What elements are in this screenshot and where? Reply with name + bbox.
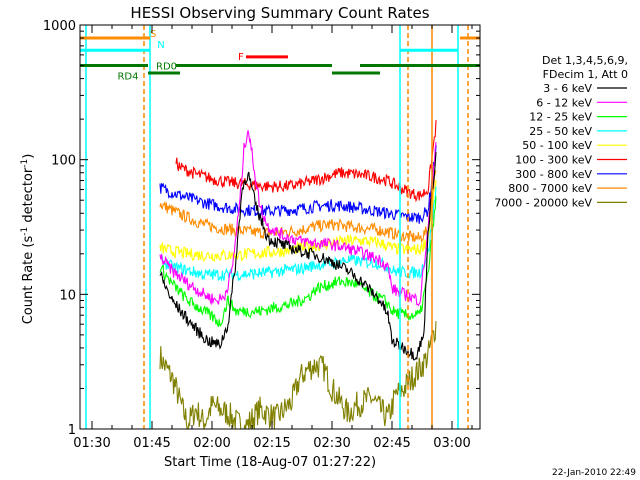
y-tick-label-10: 10 [59,288,76,303]
y-axis-label-end: ) [21,154,36,159]
generation-timestamp: 22-Jan-2010 22:49 [552,468,636,478]
series-line-12-25-kev [159,196,437,328]
legend-label-6-12-kev: 6 - 12 keV [536,96,592,109]
series-line-50-100-kev [159,180,437,263]
x-tick-label-02-45: 02:45 [373,436,410,451]
flag-label-rd0: RD0 [156,62,177,73]
y-axis-label-sup2: -1 [20,159,30,168]
series-line-3-6-kev [159,152,437,361]
chart-title: HESSI Observing Summary Count Rates [130,4,429,22]
y-axis-label-main: Count Rate (s [21,236,36,325]
legend-header-decimation: FDecim 1, Att 0 [543,68,628,81]
x-tick-label-03-00: 03:00 [433,436,470,451]
x-axis-label: Start Time (18-Aug-07 01:27:22) [164,455,376,470]
plot-area [80,25,480,429]
flag-label-f: F [238,52,244,63]
x-tick-label-02-15: 02:15 [253,436,290,451]
series-line-6-12-kev [159,130,437,307]
y-axis-label-sup1: -1 [20,227,30,236]
series-line-800-7000-kev [159,170,437,244]
y-axis-label: Count Rate (s-1 detector-1) [20,154,36,325]
legend-label-800-7000-kev: 800 - 7000 keV [508,182,592,195]
legend-label-50-100-kev: 50 - 100 keV [522,139,592,152]
x-tick-label-01-30: 01:30 [73,436,110,451]
series-line-7000-20000-kev [159,321,437,429]
legend-label-3-6-kev: 3 - 6 keV [543,82,592,95]
x-tick-label-01-45: 01:45 [133,436,170,451]
series-line-100-300-kev [175,120,437,203]
plot-frame [79,24,481,430]
y-tick-label-1: 1 [68,423,76,438]
x-tick-label-02-30: 02:30 [313,436,350,451]
legend-label-7000-20000-kev: 7000 - 20000 keV [494,196,592,209]
flag-label-rd4: RD4 [117,72,138,83]
y-tick-label-100: 100 [51,154,76,169]
y-tick-label-1000: 1000 [43,19,76,34]
legend-header-detectors: Det 1,3,4,5,6,9, [542,54,628,67]
legend-label-100-300-kev: 100 - 300 keV [515,154,592,167]
legend-label-12-25-kev: 12 - 25 keV [529,111,592,124]
flag-label-s: S [150,29,156,40]
legend: Det 1,3,4,5,6,9, FDecim 1, Att 0 3 - 6 k… [494,54,628,209]
series-line-25-50-kev [159,186,437,281]
flag-label-n: N [157,40,164,51]
x-tick-label-02-00: 02:00 [193,436,230,451]
y-axis-label-mid: detector [21,167,36,227]
legend-label-25-50-kev: 25 - 50 keV [529,125,592,138]
legend-label-300-800-kev: 300 - 800 keV [515,168,592,181]
series-line-300-800-kev [159,144,437,224]
